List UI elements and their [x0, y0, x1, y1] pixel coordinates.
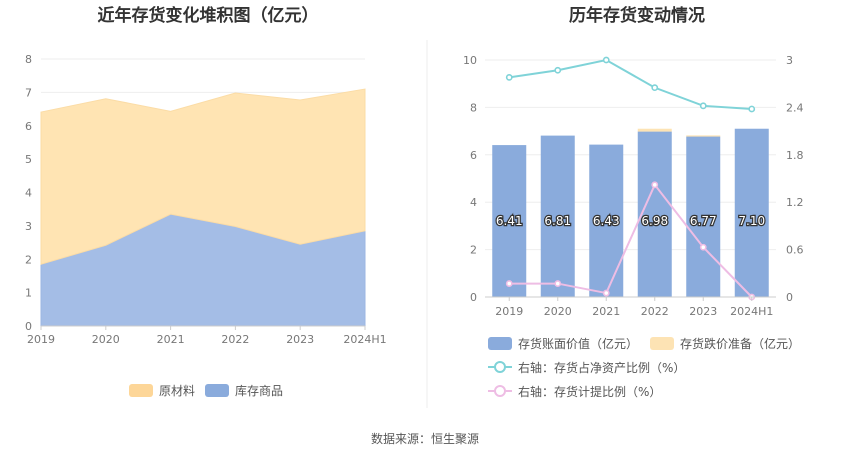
right-x-tick-label: 2020 [544, 305, 572, 318]
right-left-y-tick-label: 8 [470, 101, 477, 114]
right-x-tick-label: 2021 [592, 305, 620, 318]
area-series-raw-material [40, 88, 366, 265]
point-provision-ratio [699, 243, 707, 251]
right-left-y-tick-label: 4 [470, 196, 477, 209]
line-inventory-ratio [509, 58, 752, 110]
point-provision-ratio [505, 280, 513, 287]
right-left-y-tick-label: 10 [463, 54, 477, 67]
legend-swatch-raw-material [129, 384, 153, 397]
right-right-y-tick-label: 1.2 [786, 196, 804, 209]
bar-data-label: 6.43 [593, 214, 620, 228]
point-inventory-ratio [699, 102, 707, 110]
legend-marker-inventory-ratio [494, 361, 506, 373]
point-provision-ratio [651, 181, 659, 189]
bar-book-value [492, 145, 527, 297]
left-legend: 原材料 库存商品 [129, 383, 283, 398]
left-x-tick-label: 2022 [221, 333, 249, 346]
left-y-tick-label: 8 [25, 53, 32, 66]
right-legend: 存货账面价值（亿元） 存货跌价准备（亿元） 右轴：存货占净资产比例（%） 右轴：… [488, 336, 800, 399]
legend-label-impairment: 存货跌价准备（亿元） [680, 336, 800, 351]
left-x-tick-label: 2024H1 [343, 333, 386, 346]
bar-data-label: 6.98 [641, 214, 668, 228]
right-left-y-tick-label: 6 [470, 149, 477, 162]
legend-swatch-impairment [650, 337, 674, 350]
bar-book-value [686, 136, 721, 297]
right-right-y-axis: 0 0.6 1.2 1.8 2.4 3 [786, 54, 804, 304]
bar-book-value [540, 135, 575, 297]
left-x-tick-label: 2021 [157, 333, 185, 346]
bar-impairment [637, 128, 672, 132]
bar-impairment [686, 135, 721, 137]
right-right-y-tick-label: 1.8 [786, 149, 804, 162]
right-left-y-tick-label: 2 [470, 244, 477, 257]
left-y-tick-label: 3 [25, 220, 32, 233]
bar-data-label: 6.81 [544, 214, 571, 228]
left-x-tick-label: 2019 [27, 333, 55, 346]
left-y-tick-label: 0 [25, 320, 32, 333]
left-y-tick-label: 2 [25, 253, 32, 266]
legend-label-book-value: 存货账面价值（亿元） [518, 336, 638, 351]
bar-data-label: 7.10 [738, 214, 765, 228]
data-source: 数据来源：恒生聚源 [371, 431, 479, 446]
legend-label-finished-goods: 库存商品 [235, 383, 283, 398]
right-x-tick-label: 2022 [641, 305, 669, 318]
point-inventory-ratio [505, 73, 513, 81]
line-provision-ratio [509, 182, 753, 298]
bar-data-label: 6.41 [496, 214, 523, 228]
point-inventory-ratio [554, 66, 562, 74]
legend-label-inventory-ratio: 右轴：存货占净资产比例（%） [518, 360, 685, 375]
legend-label-raw-material: 原材料 [159, 384, 195, 398]
left-y-tick-label: 7 [25, 86, 32, 99]
bar-book-value [734, 128, 769, 297]
left-y-axis: 0 1 2 3 4 5 6 7 8 [25, 53, 32, 333]
point-provision-ratio [554, 280, 562, 287]
left-chart-title: 近年存货变化堆积图（亿元） [98, 5, 319, 26]
right-gridlines [485, 59, 776, 298]
right-x-tick-label: 2019 [495, 305, 523, 318]
right-left-y-tick-label: 0 [470, 291, 477, 304]
left-y-tick-label: 4 [25, 187, 32, 200]
right-data-labels: 6.41 6.81 6.43 6.98 6.77 7.10 [495, 213, 767, 230]
right-left-y-axis: 0 2 4 6 8 10 [463, 54, 477, 304]
legend-swatch-book-value [488, 337, 512, 350]
right-right-y-tick-label: 0 [786, 291, 793, 304]
right-right-y-tick-label: 3 [786, 54, 793, 67]
right-x-tick-label: 2024H1 [730, 305, 773, 318]
right-chart-title: 历年存货变动情况 [569, 5, 705, 26]
point-inventory-ratio [748, 105, 756, 113]
right-right-y-tick-label: 0.6 [786, 244, 804, 257]
left-y-tick-label: 1 [25, 287, 32, 300]
right-right-y-tick-label: 2.4 [786, 101, 804, 114]
right-lines [505, 56, 756, 301]
left-y-tick-label: 6 [25, 120, 32, 133]
left-areas [40, 88, 366, 327]
legend-marker-provision-ratio [494, 385, 506, 397]
point-inventory-ratio [602, 56, 610, 64]
bar-data-label: 6.77 [690, 214, 717, 228]
legend-swatch-finished-goods [205, 384, 229, 397]
legend-label-provision-ratio: 右轴：存货计提比例（%） [518, 384, 661, 399]
right-x-axis: 2019 2020 2021 2022 2023 2024H1 [485, 296, 776, 318]
left-x-tick-label: 2020 [92, 333, 120, 346]
bar-book-value [589, 144, 624, 297]
left-y-tick-label: 5 [25, 153, 32, 166]
right-x-tick-label: 2023 [689, 305, 717, 318]
point-provision-ratio [602, 289, 610, 297]
left-x-tick-label: 2023 [286, 333, 314, 346]
point-inventory-ratio [651, 84, 659, 92]
right-bars [492, 128, 769, 297]
bar-book-value [637, 131, 672, 297]
left-x-axis: 2019 2020 2021 2022 2023 2024H1 [27, 325, 387, 346]
